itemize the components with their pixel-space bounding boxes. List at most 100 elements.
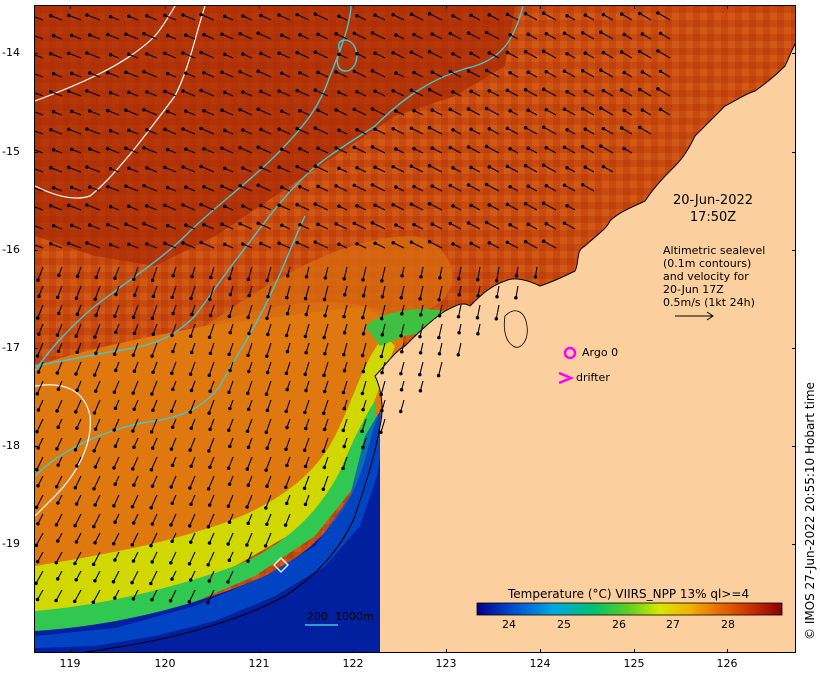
velocity-arrowhead [337, 166, 341, 170]
velocity-arrow [323, 456, 329, 468]
velocity-arrow [107, 34, 120, 40]
legend-line-3: and velocity for [663, 270, 749, 283]
velocity-arrowhead [427, 11, 432, 16]
velocity-arrowhead [92, 411, 97, 415]
velocity-arrow [660, 32, 671, 40]
velocity-arrow [564, 184, 576, 192]
velocity-arrow [429, 203, 443, 211]
velocity-arrowhead [226, 580, 230, 584]
velocity-arrow [114, 266, 120, 279]
velocity-arrowhead [583, 89, 588, 93]
velocity-arrowhead [246, 407, 251, 412]
velocity-arrow [75, 323, 82, 337]
argo-float-marker[interactable] [563, 346, 577, 360]
coast-islands [503, 310, 528, 348]
velocity-arrowhead [169, 409, 174, 413]
velocity-arrowhead [112, 504, 116, 508]
velocity-arrow [68, 242, 82, 249]
velocity-arrowhead [222, 204, 227, 209]
velocity-arrowhead [508, 185, 512, 189]
velocity-arrow [89, 34, 101, 40]
land-mass [375, 44, 795, 652]
velocity-arrow [322, 475, 329, 490]
velocity-arrowhead [505, 126, 510, 131]
velocity-arrowhead [583, 165, 588, 169]
velocity-arrow [438, 342, 443, 354]
velocity-arrowhead [108, 204, 113, 209]
velocity-arrow [477, 266, 481, 280]
x-axis-tick [353, 5, 354, 9]
velocity-arrowhead [298, 223, 302, 227]
velocity-arrow [36, 342, 44, 357]
velocity-arrow [257, 222, 272, 230]
velocity-arrow [37, 551, 44, 562]
velocity-arrowhead [484, 106, 489, 111]
velocity-arrowhead [222, 90, 227, 95]
velocity-arrowhead [277, 13, 281, 17]
velocity-arrow [146, 129, 158, 135]
velocity-arrow [546, 109, 557, 116]
velocity-arrowhead [49, 166, 53, 170]
velocity-arrow [507, 165, 519, 173]
velocity-arrowhead [361, 293, 366, 298]
velocity-arrow [265, 380, 272, 395]
velocity-arrowhead [343, 292, 347, 297]
velocity-arrow [133, 266, 139, 280]
velocity-arrow [324, 304, 329, 316]
x-axis-label: 123 [435, 657, 457, 670]
velocity-arrowhead [188, 486, 192, 490]
velocity-arrowhead [451, 90, 455, 94]
position-diamond-marker[interactable] [273, 557, 289, 573]
velocity-arrowhead [130, 467, 135, 471]
velocity-arrow [189, 399, 196, 413]
velocity-arrowhead [361, 445, 365, 450]
velocity-arrow [189, 475, 196, 489]
velocity-arrow [438, 323, 443, 338]
velocity-arrow [342, 456, 348, 469]
velocity-arrowhead [241, 242, 245, 246]
velocity-arrow [209, 285, 215, 300]
velocity-arrow [89, 224, 101, 230]
velocity-arrowhead [124, 146, 128, 150]
velocity-arrowhead [412, 222, 416, 227]
velocity-arrow [486, 184, 500, 192]
velocity-arrow [200, 127, 215, 135]
velocity-arrowhead [361, 315, 365, 320]
velocity-arrowhead [298, 147, 302, 151]
velocity-arrowhead [418, 334, 422, 339]
velocity-arrow [75, 437, 82, 451]
velocity-arrow [450, 109, 462, 116]
velocity-arrowhead [124, 184, 128, 188]
velocity-arrowhead [476, 294, 480, 298]
velocity-arrowhead [303, 464, 308, 469]
velocity-arrowhead [169, 561, 173, 565]
velocity-arrowhead [342, 406, 347, 411]
velocity-arrowhead [126, 166, 131, 171]
velocity-arrowhead [142, 183, 146, 188]
velocity-arrow [182, 242, 196, 249]
velocity-arrow [543, 240, 557, 249]
velocity-arrowhead [171, 311, 175, 316]
velocity-arrow [450, 147, 462, 154]
velocity-arrow [68, 166, 82, 173]
velocity-arrow [164, 166, 177, 173]
velocity-arrow [354, 222, 367, 230]
velocity-arrowhead [126, 90, 131, 95]
velocity-arrow [278, 90, 291, 97]
velocity-arrowhead [181, 51, 185, 55]
velocity-arrowhead [150, 598, 154, 602]
velocity-arrowhead [208, 427, 212, 432]
colorbar-title: Temperature (°C) VIIRS_NPP 13% ql>=4 [508, 587, 750, 601]
velocity-arrowhead [526, 108, 530, 113]
velocity-arrowhead [188, 410, 193, 414]
velocity-arrowhead [303, 296, 308, 301]
velocity-arrowhead [36, 370, 41, 374]
drifter-marker[interactable] [558, 371, 575, 385]
velocity-arrowhead [246, 521, 250, 525]
velocity-arrow [489, 90, 500, 97]
velocity-arrow [315, 89, 329, 97]
velocity-arrowhead [583, 51, 588, 55]
velocity-arrowhead [321, 449, 326, 454]
y-axis-tick [792, 250, 796, 251]
velocity-arrowhead [150, 316, 155, 320]
